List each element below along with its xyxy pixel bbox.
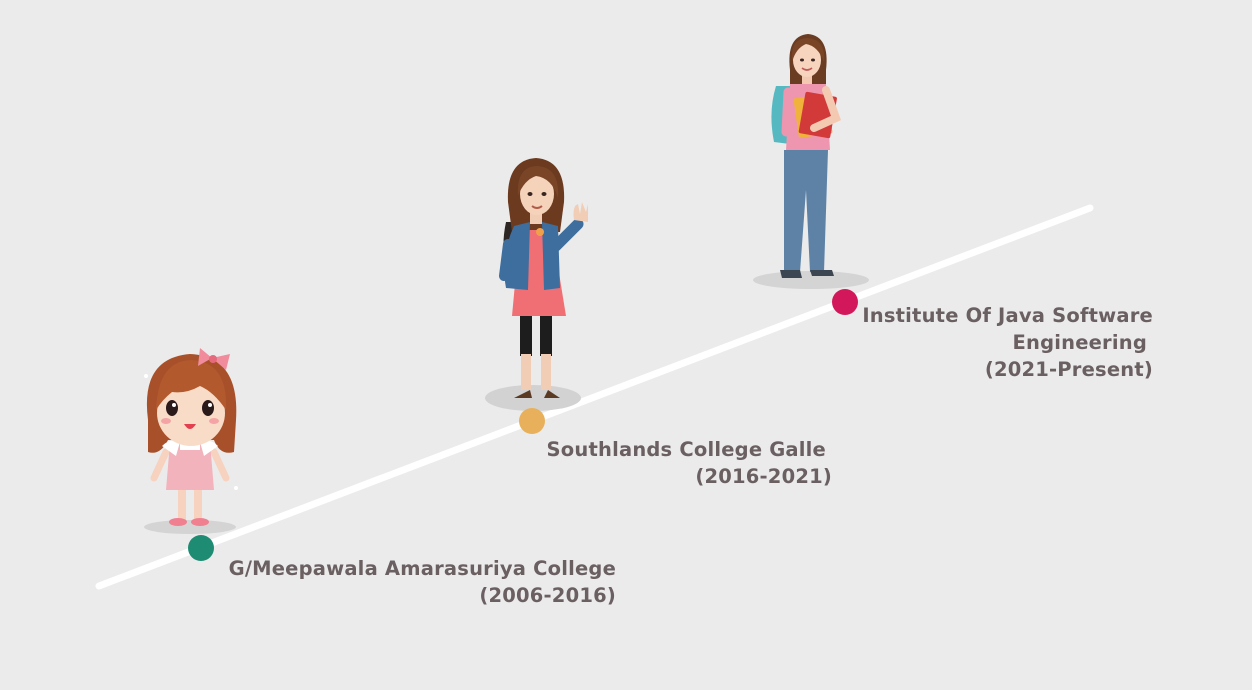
school-name: Institute Of Java Software [862, 304, 1153, 327]
timeline-dot-stage-2 [519, 408, 545, 434]
school-name-continued: Engineering [1012, 331, 1147, 354]
student-with-books-illustration [771, 34, 842, 278]
child-girl-illustration [144, 348, 238, 526]
figure-shadow [144, 520, 236, 534]
figure-shadow [753, 271, 869, 289]
school-name: Southlands College Galle [546, 438, 826, 461]
figure-shadow [485, 385, 581, 411]
timeline-dot-stage-1 [188, 535, 214, 561]
school-name: G/Meepawala Amarasuriya College [228, 557, 616, 580]
timeline-dot-stage-3 [832, 289, 858, 315]
timeline-line [95, 204, 1094, 590]
stage-label-3: Institute Of Java Software Engineering (… [862, 302, 1153, 383]
teen-girl-waving-illustration [499, 158, 588, 398]
school-years: (2006-2016) [479, 584, 616, 607]
school-years: (2021-Present) [984, 358, 1153, 381]
stage-label-2: Southlands College Galle (2016-2021) [547, 436, 832, 490]
stage-label-1: G/Meepawala Amarasuriya College (2006-20… [229, 555, 616, 609]
school-years: (2016-2021) [695, 465, 832, 488]
